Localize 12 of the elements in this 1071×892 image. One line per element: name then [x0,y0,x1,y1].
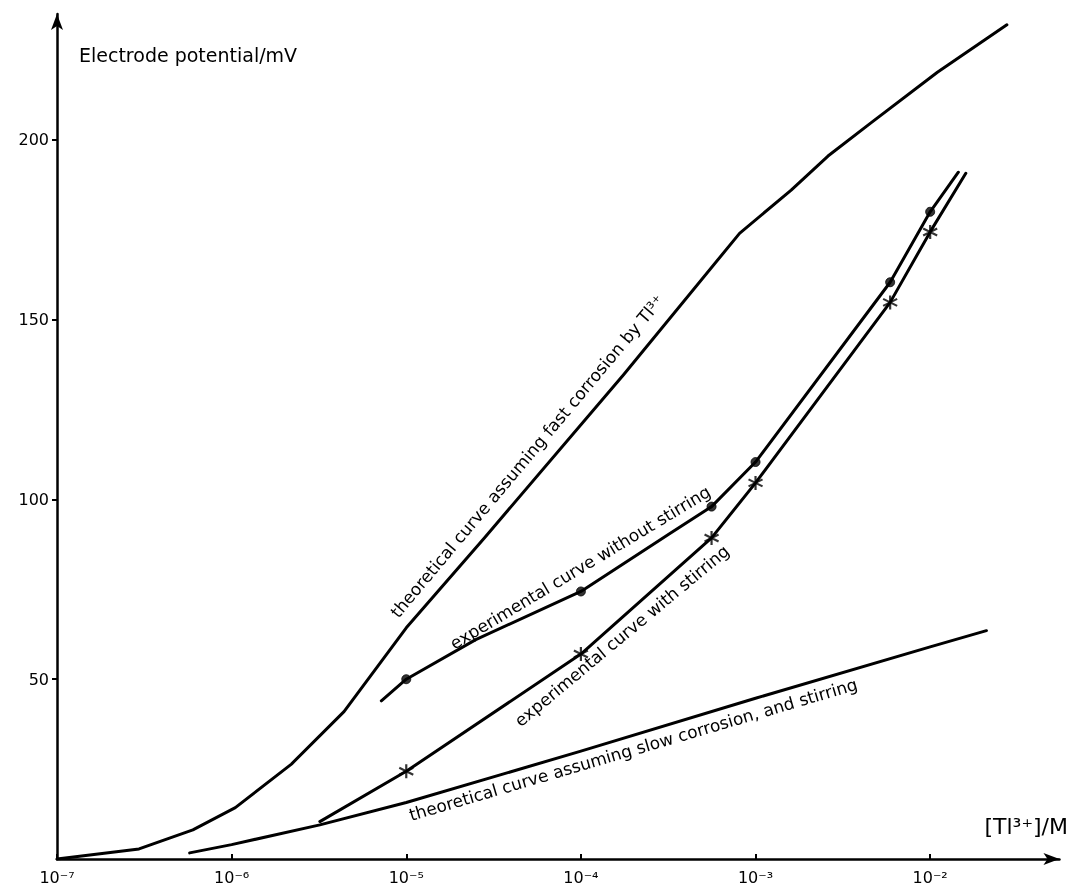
y-tick-label: 100 [18,489,49,509]
y-tick-label: 50 [28,669,49,689]
y-tick-label: 200 [18,130,49,150]
x-tick-label: 10⁻⁶ [214,867,250,887]
x-tick-label: 10⁻⁷ [39,867,75,887]
x-tick-label: 10⁻⁴ [563,867,599,887]
y-tick-label: 150 [18,310,49,330]
x-tick-label: 10⁻⁵ [388,867,424,887]
y-axis-title: Electrode potential/mV [79,43,298,66]
x-axis-title: [Tl³⁺]/M [984,813,1068,839]
x-tick-label: 10⁻² [912,867,948,887]
x-tick-label: 10⁻³ [737,867,774,887]
